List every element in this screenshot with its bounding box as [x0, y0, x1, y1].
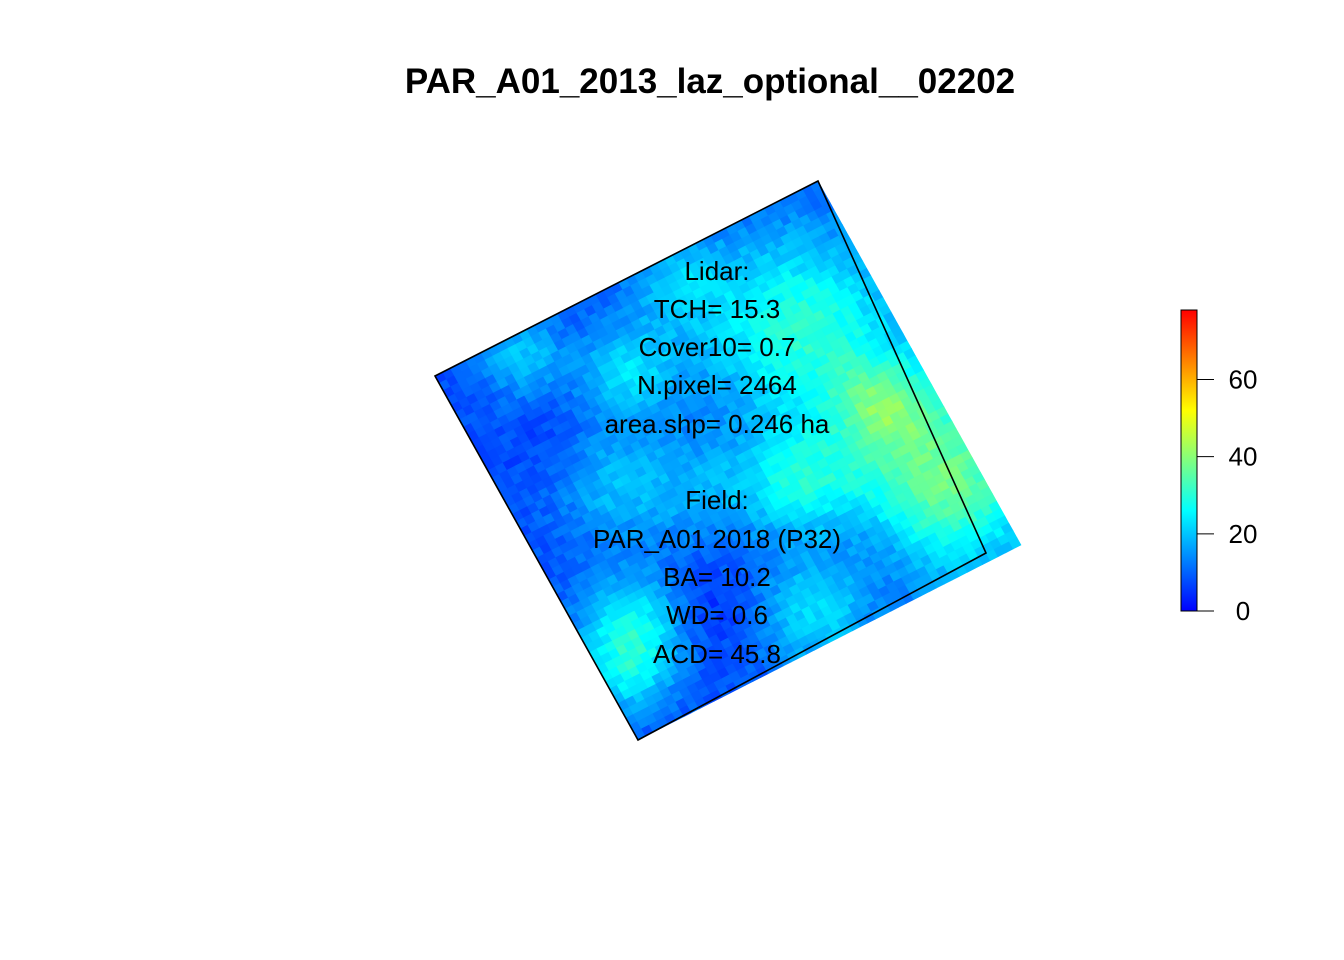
- raster-heatmap: [434, 180, 1022, 741]
- lidar-header: Lidar:: [684, 256, 749, 286]
- colorbar-tick-label: 20: [1229, 519, 1258, 549]
- lidar-npixel: N.pixel= 2464: [637, 370, 797, 400]
- colorbar-tick-label: 0: [1236, 596, 1250, 626]
- lidar-area: area.shp= 0.246 ha: [605, 409, 830, 439]
- field-ba: BA= 10.2: [663, 562, 771, 592]
- field-plot-id: PAR_A01 2018 (P32): [593, 524, 841, 554]
- field-header: Field:: [685, 485, 749, 515]
- colorbar-tick-label: 40: [1229, 442, 1258, 472]
- colorbar-ticks: 0 20 40 60: [1197, 364, 1257, 626]
- field-acd: ACD= 45.8: [653, 639, 781, 669]
- colorbar-tick-label: 60: [1229, 364, 1258, 394]
- lidar-tch: TCH= 15.3: [654, 294, 780, 324]
- field-wd: WD= 0.6: [666, 600, 768, 630]
- colorbar: 0 20 40 60: [1180, 309, 1257, 626]
- chart-title: PAR_A01_2013_laz_optional__02202: [405, 62, 1015, 101]
- colorbar-gradient: [1180, 309, 1198, 612]
- lidar-cover10: Cover10= 0.7: [639, 332, 796, 362]
